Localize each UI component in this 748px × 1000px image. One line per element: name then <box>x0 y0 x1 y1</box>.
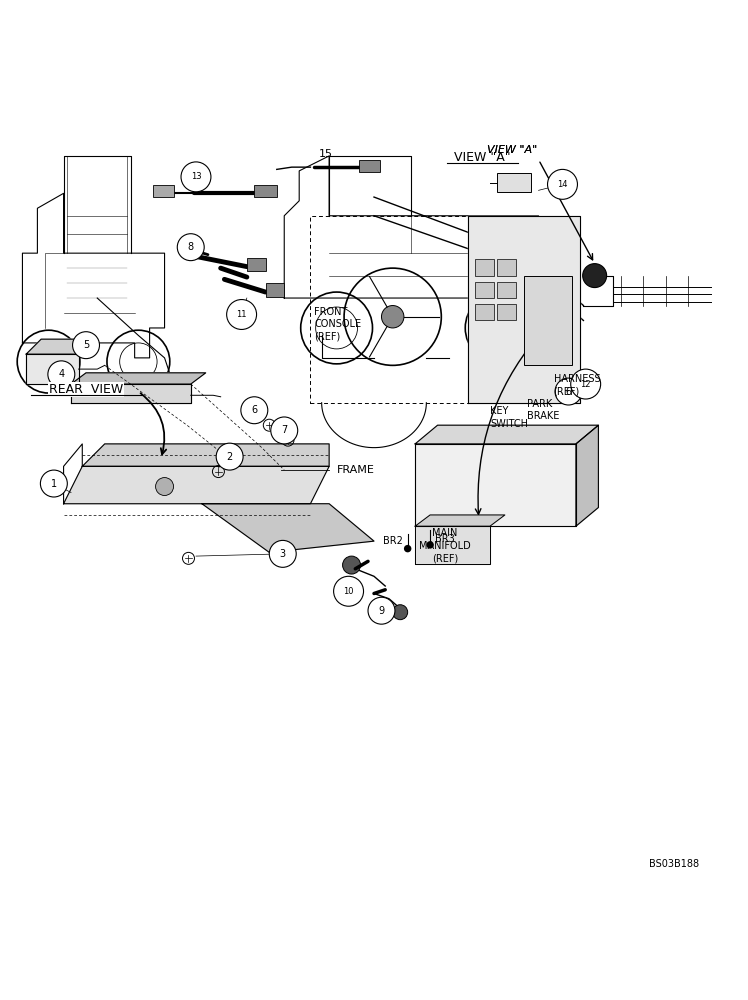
Circle shape <box>73 332 99 359</box>
Circle shape <box>156 478 174 496</box>
Text: 11: 11 <box>236 310 247 319</box>
FancyBboxPatch shape <box>475 282 494 298</box>
Circle shape <box>381 306 404 328</box>
Text: 8: 8 <box>188 242 194 252</box>
FancyBboxPatch shape <box>266 283 284 297</box>
Polygon shape <box>576 425 598 526</box>
Text: 6: 6 <box>565 387 571 397</box>
Circle shape <box>181 162 211 192</box>
Circle shape <box>343 556 361 574</box>
Polygon shape <box>415 526 490 564</box>
Text: HARNESS
(REF): HARNESS (REF) <box>554 374 600 397</box>
Text: REAR  VIEW: REAR VIEW <box>49 383 123 396</box>
Text: 4: 4 <box>58 369 64 379</box>
Text: FRAME: FRAME <box>337 465 375 475</box>
Circle shape <box>393 605 408 620</box>
Text: 1: 1 <box>51 479 57 489</box>
Text: BR2: BR2 <box>382 536 402 546</box>
Text: 7: 7 <box>281 425 287 435</box>
Text: KEY
SWITCH: KEY SWITCH <box>490 406 528 429</box>
Polygon shape <box>415 515 505 526</box>
Polygon shape <box>415 425 598 444</box>
Polygon shape <box>71 384 191 403</box>
Text: 15: 15 <box>319 149 332 159</box>
Text: 14: 14 <box>557 180 568 189</box>
Text: 3: 3 <box>280 549 286 559</box>
Circle shape <box>271 417 298 444</box>
Polygon shape <box>415 444 576 526</box>
Text: 10: 10 <box>343 587 354 596</box>
Text: 6: 6 <box>251 405 257 415</box>
Text: 9: 9 <box>378 606 384 616</box>
FancyBboxPatch shape <box>153 185 174 197</box>
Text: 5: 5 <box>83 340 89 350</box>
Text: 2: 2 <box>227 452 233 462</box>
Text: MAIN
MANIFOLD
(REF): MAIN MANIFOLD (REF) <box>419 528 471 563</box>
Text: VIEW "A": VIEW "A" <box>454 151 511 164</box>
Circle shape <box>269 540 296 567</box>
FancyBboxPatch shape <box>497 259 516 276</box>
FancyBboxPatch shape <box>524 276 572 365</box>
Text: PARK
BRAKE: PARK BRAKE <box>527 399 560 421</box>
Polygon shape <box>202 504 374 552</box>
Circle shape <box>216 443 243 470</box>
FancyBboxPatch shape <box>475 259 494 276</box>
FancyBboxPatch shape <box>497 173 531 192</box>
Polygon shape <box>71 373 206 384</box>
Text: VIEW "A": VIEW "A" <box>487 145 538 155</box>
Circle shape <box>368 597 395 624</box>
FancyBboxPatch shape <box>254 185 277 197</box>
Circle shape <box>48 361 75 388</box>
Text: BS03B188: BS03B188 <box>649 859 699 869</box>
Text: FRONT
CONSOLE
(REF): FRONT CONSOLE (REF) <box>314 307 361 342</box>
Polygon shape <box>468 216 580 403</box>
Circle shape <box>426 541 434 549</box>
Circle shape <box>227 300 257 329</box>
Polygon shape <box>82 444 329 466</box>
FancyBboxPatch shape <box>359 160 380 172</box>
FancyBboxPatch shape <box>247 258 266 271</box>
Circle shape <box>334 576 364 606</box>
Text: VIEW "A": VIEW "A" <box>487 145 538 155</box>
Circle shape <box>40 470 67 497</box>
FancyBboxPatch shape <box>475 304 494 320</box>
Text: 13: 13 <box>191 172 201 181</box>
FancyBboxPatch shape <box>497 304 516 320</box>
Circle shape <box>571 369 601 399</box>
Circle shape <box>555 378 582 405</box>
Circle shape <box>177 234 204 261</box>
Text: 12: 12 <box>580 380 591 389</box>
FancyBboxPatch shape <box>497 282 516 298</box>
Polygon shape <box>26 339 94 354</box>
Text: BR3: BR3 <box>435 534 455 544</box>
Circle shape <box>404 545 411 552</box>
Polygon shape <box>64 466 329 504</box>
Circle shape <box>241 397 268 424</box>
Circle shape <box>548 169 577 199</box>
Circle shape <box>583 264 607 288</box>
Polygon shape <box>26 354 79 384</box>
